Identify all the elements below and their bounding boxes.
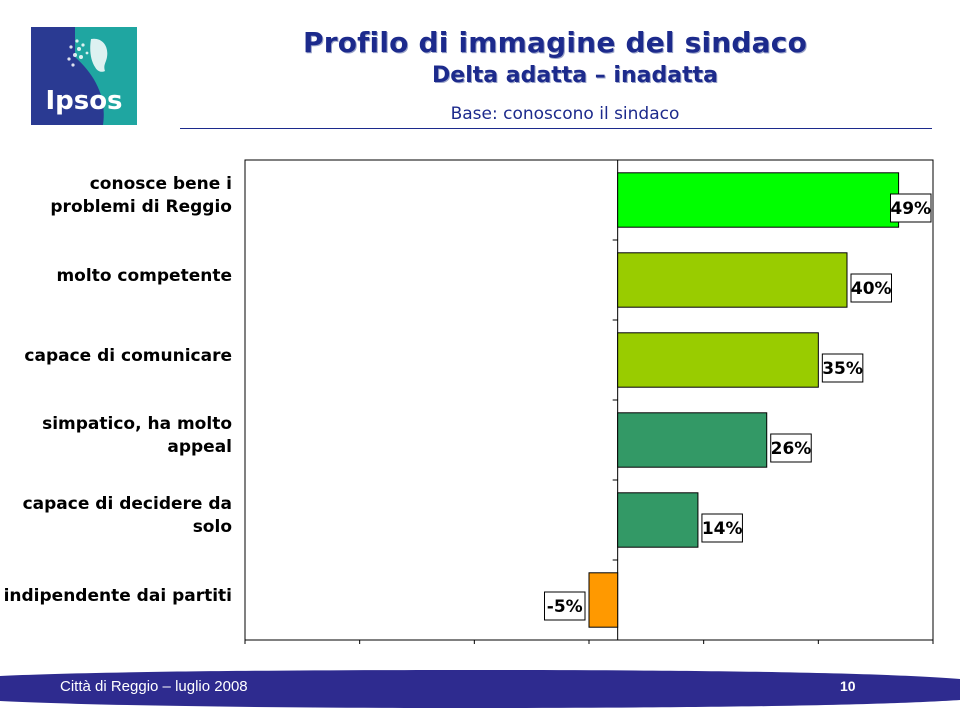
base-note: Base: conoscono il sindaco (450, 104, 680, 124)
data-label-box (770, 433, 812, 463)
category-label: capace di comunicare (24, 345, 232, 366)
category-label: simpatico, ha molto appeal (42, 414, 232, 457)
header-divider (180, 128, 932, 129)
data-label-box (544, 591, 586, 621)
ipsos-logo: Ipsos (31, 27, 137, 125)
data-label-box (850, 273, 892, 303)
bar (617, 412, 768, 468)
data-label: 49% (890, 199, 931, 219)
bars: 49% 40% 35% 26% 14% -5% (544, 172, 932, 628)
data-label: 35% (822, 359, 863, 379)
bar (617, 252, 848, 308)
data-label-box (701, 513, 743, 543)
category-label: capace di decidere da solo (22, 494, 232, 537)
data-label: 40% (851, 279, 892, 299)
data-label: -5% (547, 597, 583, 617)
category-label: molto competente (56, 265, 232, 286)
x-axis (244, 160, 934, 644)
data-label-box (890, 193, 932, 223)
page-number: 10 (840, 678, 856, 694)
footer-text: Città di Reggio – luglio 2008 (60, 678, 248, 695)
footer-band (0, 670, 960, 708)
data-label: 14% (702, 519, 743, 539)
logo-text: Ipsos (45, 86, 122, 116)
bar (617, 172, 900, 228)
data-label: 26% (771, 439, 812, 459)
bar (617, 332, 819, 388)
slide-title: Profilo di immagine del sindaco (302, 26, 808, 59)
slide-subtitle: Delta adatta – inadatta (432, 63, 718, 88)
bar (617, 492, 699, 548)
category-label: conosce bene i problemi di Reggio (50, 174, 232, 217)
data-label-box (821, 353, 864, 383)
category-label: indipendente dai partiti (3, 585, 232, 606)
plot-area (244, 159, 934, 641)
bar (588, 572, 619, 628)
